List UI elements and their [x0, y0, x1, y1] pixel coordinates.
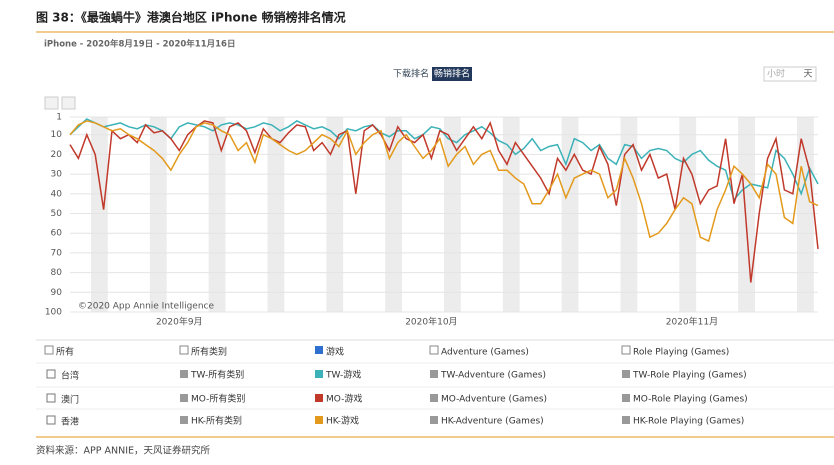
legend-label: MO-Role Playing (Games): [633, 395, 748, 405]
legend-swatch: [315, 416, 323, 424]
y-tick-label: 30: [51, 170, 63, 180]
weekend-band: [149, 117, 167, 312]
interval-box: [763, 66, 817, 82]
x-tick-label: 2020年10月: [405, 316, 457, 328]
region-label: 香港: [61, 416, 79, 428]
legend-label: HK-游戏: [326, 415, 359, 427]
region-label: 澳门: [61, 394, 79, 406]
legend-swatch: [430, 370, 438, 378]
table-header: Adventure (Games): [441, 348, 529, 358]
weekend-band: [561, 117, 579, 312]
watermark: ©2020 App Annie Intelligence: [78, 302, 215, 312]
legend-swatch: [430, 416, 438, 424]
weekend-band: [444, 117, 461, 312]
legend-label: TW-游戏: [325, 369, 361, 381]
checkbox-checked: [315, 346, 323, 354]
zoom-button[interactable]: [61, 96, 76, 110]
source: 资料来源：APP ANNIE，天风证券研究所: [36, 445, 210, 457]
weekend-band: [620, 117, 638, 312]
weekend-band: [738, 117, 755, 312]
y-tick-label: 70: [51, 248, 63, 258]
y-tick-label: 60: [51, 229, 63, 239]
x-tick-label: 2020年11月: [666, 316, 718, 328]
y-tick-label: 1: [56, 113, 62, 123]
legend-swatch: [315, 394, 323, 402]
series-line: [69, 120, 819, 243]
checkbox: [44, 345, 54, 355]
reset-button[interactable]: [44, 96, 59, 110]
interval[interactable]: 天: [803, 70, 812, 80]
y-tick-label: 50: [51, 209, 63, 219]
table-header: 所有类别: [191, 346, 227, 358]
y-tick-label: 40: [51, 189, 63, 199]
checkbox: [179, 345, 189, 355]
interval[interactable]: 小时: [767, 68, 785, 80]
x-tick-label: 2020年9月: [156, 316, 203, 328]
table-header: Role Playing (Games): [633, 348, 729, 358]
legend-swatch: [180, 416, 188, 424]
legend-label: MO-所有类别: [191, 393, 245, 405]
legend-label: TW-所有类别: [190, 369, 244, 381]
legend-label: TW-Adventure (Games): [440, 371, 546, 381]
y-tick-label: 20: [51, 150, 63, 160]
tab-active-bg: [432, 67, 472, 81]
collapse-box: [46, 369, 56, 379]
y-tick-label: 90: [51, 288, 63, 298]
tab[interactable]: 下载排名: [393, 68, 429, 80]
table-header: 所有: [56, 346, 74, 358]
legend-swatch: [180, 370, 188, 378]
weekend-band: [208, 117, 226, 312]
subtitle: iPhone - 2020年8月19日 - 2020年11月16日: [44, 39, 235, 50]
legend-swatch: [622, 394, 630, 402]
table-header: 游戏: [326, 346, 344, 358]
y-tick-label: 10: [51, 130, 63, 140]
y-tick-label: 100: [45, 308, 62, 318]
series-line: [69, 118, 819, 202]
legend-label: TW-Role Playing (Games): [632, 371, 747, 381]
legend-label: HK-所有类别: [191, 415, 242, 427]
weekend-band: [796, 117, 814, 312]
legend-swatch: [622, 416, 630, 424]
legend-swatch: [622, 370, 630, 378]
legend-swatch: [430, 394, 438, 402]
weekend-band: [679, 117, 697, 312]
collapse-box: [46, 393, 56, 403]
weekend-band: [91, 117, 108, 312]
legend-swatch: [315, 370, 323, 378]
y-tick-label: 80: [51, 268, 63, 278]
weekend-band: [326, 117, 344, 312]
legend-label: HK-Role Playing (Games): [633, 417, 744, 427]
weekend-band: [385, 117, 402, 312]
figure-title: 图 38：《最強蝸牛》港澳台地区 iPhone 畅销榜排名情况: [36, 10, 346, 25]
legend-label: MO-游戏: [326, 393, 362, 405]
legend-label: MO-Adventure (Games): [441, 395, 547, 405]
collapse-box: [46, 415, 56, 425]
weekend-band: [267, 117, 285, 312]
checkbox: [621, 345, 631, 355]
tab[interactable]: 畅销排名: [434, 68, 470, 80]
region-label: 台湾: [61, 370, 79, 382]
legend-swatch: [180, 394, 188, 402]
checkbox: [429, 345, 439, 355]
legend-label: HK-Adventure (Games): [441, 417, 544, 427]
